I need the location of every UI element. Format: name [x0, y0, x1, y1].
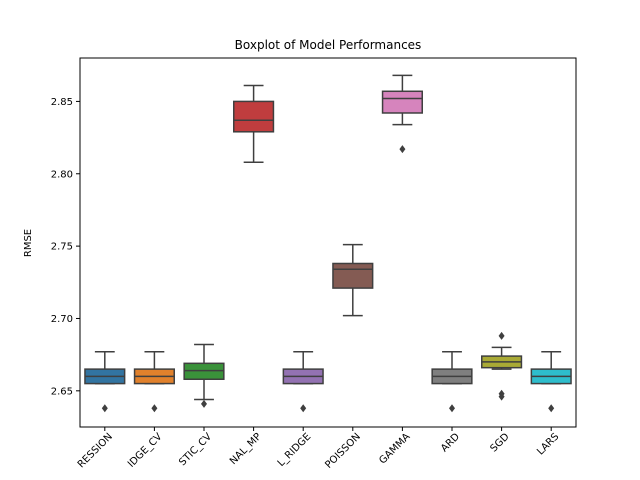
outlier-point — [399, 145, 406, 154]
outlier-point — [498, 392, 505, 401]
plot-frame — [79, 57, 577, 428]
outlier-point — [449, 404, 455, 413]
outlier-point — [300, 404, 307, 413]
outlier-point — [151, 404, 158, 413]
outlier-point — [201, 399, 207, 408]
box-lars — [530, 351, 572, 413]
box-stic-cv — [183, 343, 225, 408]
box-poisson — [332, 243, 374, 317]
box-idge-cv — [133, 351, 175, 413]
y-tick-label: 2.75 — [51, 242, 73, 253]
box-ression — [84, 351, 126, 413]
box-body — [233, 100, 275, 133]
y-tick-label: 2.65 — [51, 386, 73, 397]
chart-title: Boxplot of Model Performances — [235, 38, 422, 52]
box-sgd — [481, 331, 523, 401]
outlier-point — [548, 404, 555, 413]
plot-area — [84, 74, 572, 413]
box-body — [332, 262, 374, 289]
outlier-point — [101, 404, 108, 413]
box-l-ridge — [282, 351, 324, 413]
y-tick-label: 2.70 — [51, 314, 73, 325]
box-gamma — [381, 74, 423, 154]
y-tick-label: 2.85 — [51, 97, 73, 108]
box-ard — [431, 351, 473, 413]
outlier-point — [498, 331, 505, 340]
box-nal-mp — [233, 84, 275, 163]
y-axis: 2.65 2.70 2.75 2.80 2.85 — [51, 97, 80, 397]
y-axis-label: RMSE — [23, 229, 34, 257]
box-body — [381, 90, 423, 114]
y-tick-label: 2.80 — [51, 169, 73, 180]
